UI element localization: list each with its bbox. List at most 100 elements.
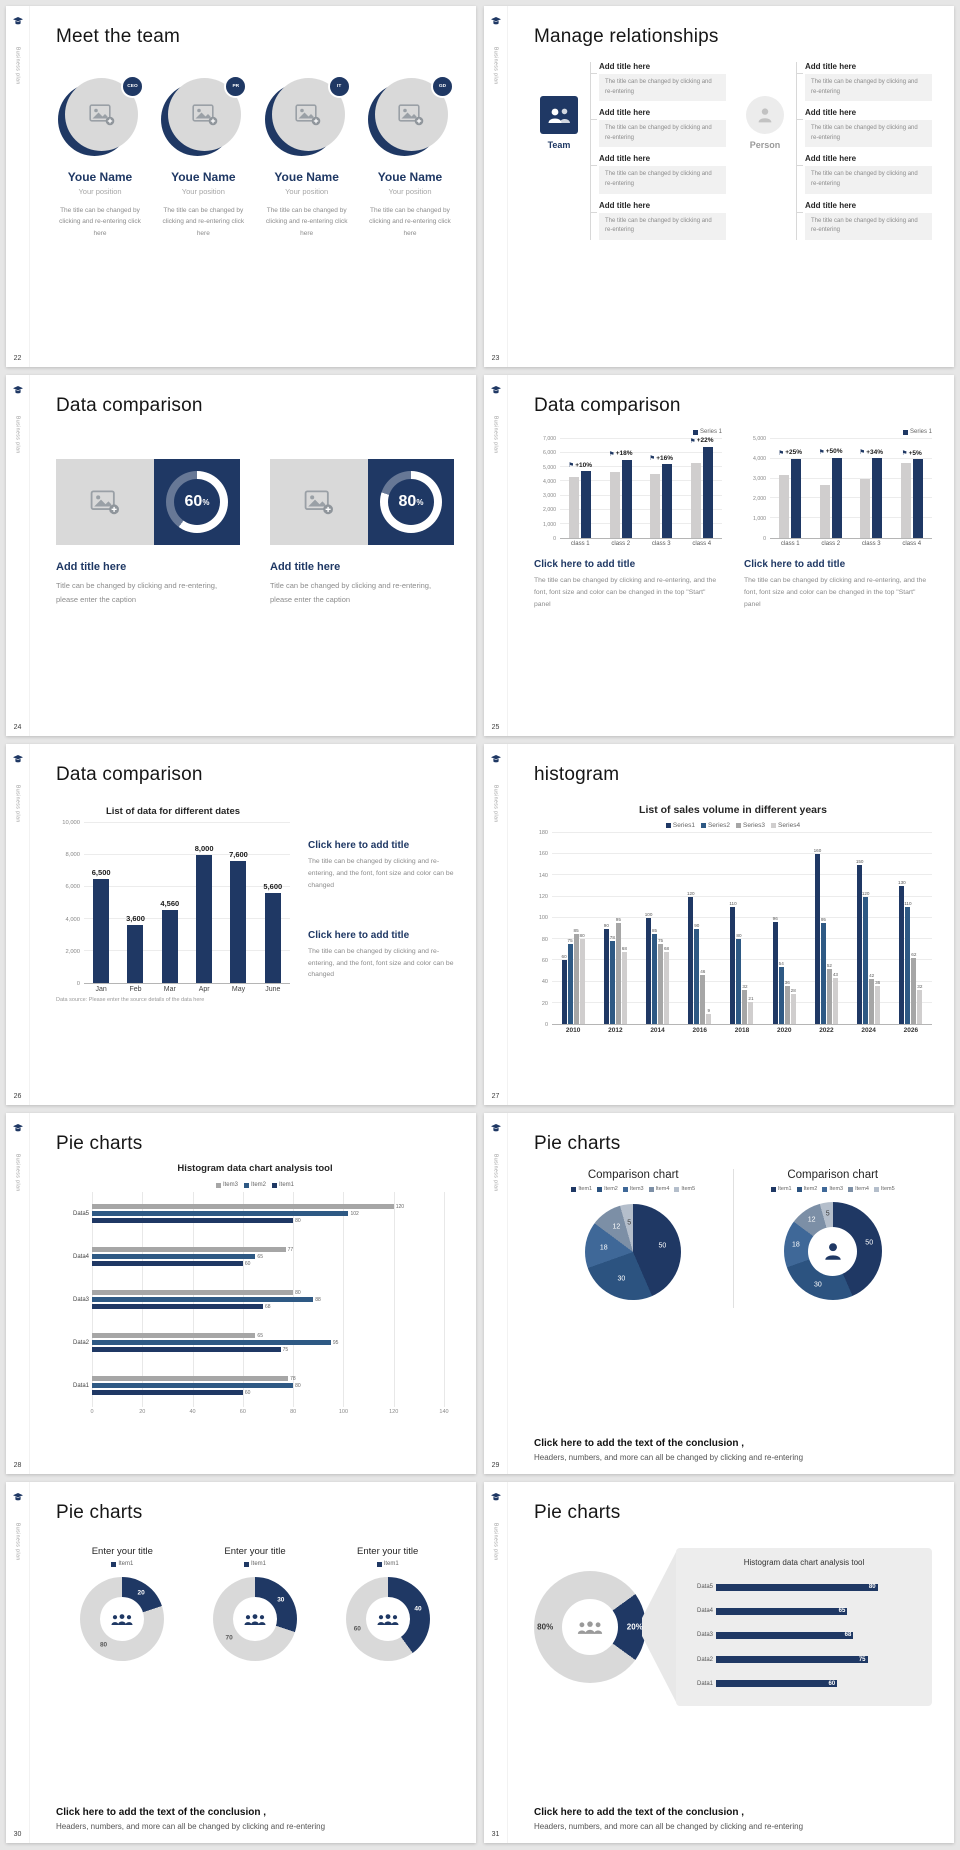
team-member-card[interactable]: IT Youe Name Your position The title can… (263, 75, 351, 239)
vb-gline (560, 494, 722, 496)
span: Item1 (279, 1182, 295, 1188)
slide-24[interactable]: Business plan 24 Data comparison 60% (6, 375, 476, 736)
vb-bar (860, 478, 871, 538)
slide-content: Meet the team CEO Youe Name Your positio… (30, 6, 476, 367)
slide-sidebar: Business plan 30 (6, 1482, 30, 1843)
vb-blab: 46 (700, 969, 706, 975)
text-block: Click here to add title The title can be… (308, 828, 454, 892)
hb-bar (92, 1376, 289, 1381)
vb-bar (814, 854, 820, 1024)
chart-panel: Series 1 0 1,000 2,000 3,000 4,000 5,000 6,000 7… (534, 429, 722, 611)
member-position: Your position (388, 187, 432, 196)
slide-title: Pie charts (534, 1133, 621, 1154)
relationship-item[interactable]: Add title here The title can be changed … (591, 62, 726, 102)
slide-sidebar: Business plan 26 (6, 744, 30, 1105)
vb-ylab: 8,000 (65, 852, 80, 859)
slide-29[interactable]: Business plan 29 Pie charts Comparison c… (484, 1113, 954, 1474)
hb-gline (444, 1192, 445, 1407)
vb-bar (779, 474, 790, 538)
lg-row: Series1 Series2 Series3 Series4 (534, 822, 932, 829)
slide-30[interactable]: Business plan 30 Pie charts Enter your t… (6, 1482, 476, 1843)
relationship-item[interactable]: Add title here The title can be changed … (591, 108, 726, 148)
vb-barwrap: 120 (687, 833, 695, 1024)
vb-barwrap: 5,600 (263, 823, 282, 983)
hb-rows: Data5 120 102 80 Data4 77 65 60 Data3 80 88 68 Data2… (66, 1192, 444, 1407)
vb-barwrap: 9 (706, 833, 712, 1024)
hb-bars: 65 (716, 1607, 918, 1615)
slide-sidebar: Business plan 31 (484, 1482, 508, 1843)
relationship-item[interactable]: Add title here The title can be changed … (591, 201, 726, 240)
vb-gline (560, 522, 722, 524)
hb-vin: 80 (868, 1584, 876, 1591)
span: Series2 (707, 822, 730, 829)
member-description: The title can be changed by clicking and… (265, 207, 348, 237)
slide-title: Pie charts (56, 1502, 143, 1523)
vb-group: ⚑ +5% (892, 439, 933, 538)
vb-bar (690, 463, 701, 538)
vb-ylab: 180 (538, 830, 548, 836)
slide-26[interactable]: Business plan 26 Data comparison List of… (6, 744, 476, 1105)
team-items: Add title here The title can be changed … (590, 62, 726, 240)
span: Series 1 (909, 429, 932, 435)
hb-bars: 80 88 68 (92, 1290, 444, 1310)
team-member-card[interactable]: CEO Youe Name Your position The title ca… (56, 75, 144, 239)
slide-22[interactable]: Business plan 22 Meet the team CEO Youe … (6, 6, 476, 367)
slide-content: Data comparison 60% Add title here (30, 375, 476, 736)
vb-gline (770, 457, 932, 459)
hb-bar (92, 1290, 294, 1295)
person-icon-circle (746, 96, 784, 134)
slide-23[interactable]: Business plan 23 Manage relationships Te… (484, 6, 954, 367)
hb-val: 68 (264, 1303, 271, 1310)
hb-xt: 140 (439, 1409, 449, 1415)
vb-barwrap: 110 (729, 833, 737, 1024)
hb-bl: 80 (92, 1383, 444, 1389)
relationship-item[interactable]: Add title here The title can be changed … (797, 108, 932, 148)
vb-xlab: 2018 (734, 1027, 750, 1034)
vb-ylab: 1,000 (543, 521, 556, 528)
lg-mark (902, 429, 908, 435)
pie-hole (100, 1597, 145, 1641)
team-member-card[interactable]: GD Youe Name Your position The title can… (366, 75, 454, 239)
relationship-item[interactable]: Add title here The title can be changed … (797, 62, 932, 102)
vb-gline (552, 959, 932, 961)
slide-27[interactable]: Business plan 27 histogram List of sales… (484, 744, 954, 1105)
hb-vin: 65 (838, 1608, 846, 1615)
pie-lab: 70 (225, 1634, 233, 1642)
hb-bars: 77 65 60 (92, 1247, 444, 1267)
hb-bl: 60 (92, 1390, 444, 1396)
item-body: The title can be changed by clicking and… (805, 166, 932, 194)
pie-lab: 12 (612, 1223, 621, 1231)
vb-ylab: 40 (541, 979, 548, 986)
person-label: Person (749, 140, 781, 150)
vb-blab: 150 (855, 858, 864, 864)
item-title: Add title here (805, 62, 857, 71)
slide-31[interactable]: Business plan 31 Pie charts 20% 80% Histo… (484, 1482, 954, 1843)
relationship-item[interactable]: Add title here The title can be changed … (797, 154, 932, 194)
vb-bar (900, 462, 911, 538)
donut-center (784, 1202, 882, 1300)
sidebar-vertical-label: Business plan (14, 416, 21, 454)
span: Item1 (251, 1561, 267, 1567)
lg-mark (622, 1186, 628, 1192)
vb-bar (917, 990, 923, 1024)
vb-group: ⚑ +16% (641, 439, 682, 538)
slide-25[interactable]: Business plan 25 Data comparison Series … (484, 375, 954, 736)
item-title: Add title here (599, 154, 651, 164)
team-row: CEO Youe Name Your position The title ca… (56, 75, 454, 239)
vb-ylab: 60 (541, 958, 548, 964)
vb-group: 100 85 75 68 (636, 833, 678, 1024)
span: Item1 (118, 1561, 134, 1567)
vb-group: ⚑ +25% (770, 439, 811, 538)
relationship-item[interactable]: Add title here The title can be changed … (797, 201, 932, 240)
lg-mark (648, 1186, 654, 1192)
vb-blab: 54 (778, 960, 784, 966)
lg-item: Series 1 (902, 429, 932, 435)
vb-xlab: class 2 (821, 541, 841, 547)
team-member-card[interactable]: PR Youe Name Your position The title can… (159, 75, 248, 239)
hb-bar: 68 (716, 1631, 854, 1639)
pie-lab: 12 (807, 1216, 816, 1224)
vb-blab: 85 (573, 927, 579, 933)
lg-mark (243, 1182, 249, 1188)
slide-28[interactable]: Business plan 28 Pie charts Histogram da… (6, 1113, 476, 1474)
relationship-item[interactable]: Add title here The title can be changed … (591, 154, 726, 194)
